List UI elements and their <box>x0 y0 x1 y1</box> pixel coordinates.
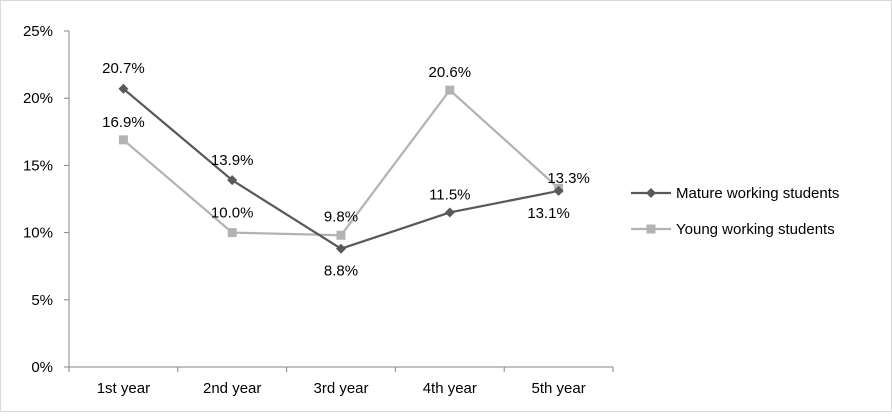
y-tick-label: 25% <box>23 23 53 40</box>
diamond-marker <box>553 185 564 196</box>
y-tick-label: 15% <box>23 157 53 174</box>
data-label: 13.1% <box>527 205 570 222</box>
data-label: 10.0% <box>211 205 254 222</box>
data-label: 20.6% <box>429 64 472 81</box>
data-label: 13.3% <box>547 170 590 187</box>
diamond-marker <box>646 188 656 198</box>
square-marker <box>227 228 237 238</box>
x-tick-label: 5th year <box>531 380 585 397</box>
series-markers <box>118 83 564 254</box>
square-marker <box>336 230 346 240</box>
diamond-marker <box>227 175 238 186</box>
x-tick-label: 3rd year <box>313 380 368 397</box>
square-marker <box>646 224 656 234</box>
y-tick-label: 10% <box>23 225 53 242</box>
diamond-marker <box>118 83 129 94</box>
x-tick-label: 2nd year <box>203 380 261 397</box>
data-label: 11.5% <box>429 186 470 203</box>
data-label: 16.9% <box>102 114 145 131</box>
data-label: 20.7% <box>102 60 145 77</box>
x-tick-label: 4th year <box>423 380 477 397</box>
data-labels: 20.7% 13.9% 8.8% 11.5% 13.1% 16.9% 10.0% 9.8% 20… <box>102 60 590 280</box>
data-label: 9.8% <box>324 208 358 225</box>
square-marker <box>445 85 455 95</box>
x-tick-label: 1st year <box>97 380 150 397</box>
y-tick-label: 20% <box>23 90 53 107</box>
y-tick-label: 5% <box>31 292 53 309</box>
axes: 0% 5% 10% 15% 20% 25% 1st year 2nd year 3rd year… <box>23 23 614 397</box>
data-label: 13.9% <box>211 152 254 169</box>
data-label: 8.8% <box>324 263 358 280</box>
diamond-marker <box>444 207 455 218</box>
diamond-marker <box>336 243 346 254</box>
square-marker <box>118 135 128 145</box>
legend-label: Mature working students <box>676 185 839 202</box>
y-tick-label: 0% <box>31 359 53 376</box>
legend: Mature working students Young working stu… <box>631 185 839 238</box>
legend-label: Young working students <box>676 221 835 238</box>
